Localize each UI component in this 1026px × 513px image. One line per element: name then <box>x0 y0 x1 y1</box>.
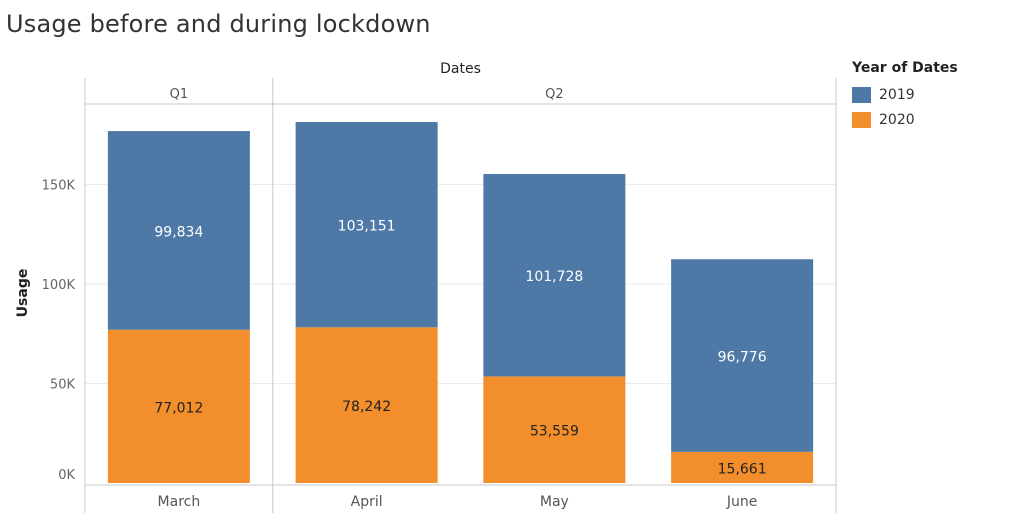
chart-frame <box>84 78 837 513</box>
bar-2019-June <box>671 259 814 452</box>
bars <box>107 122 814 483</box>
y-tick-label-0K: 0K <box>58 468 75 483</box>
bar-2020-May <box>483 376 626 483</box>
legend-label-2020: 2020 <box>879 111 915 128</box>
label-2019-June: 96,776 <box>718 350 767 366</box>
bar-2020-March <box>107 329 250 483</box>
axes: Dates Q1 Q2 March April May June 0K 50K 100K 150K U… <box>15 61 757 510</box>
bar-2019-April <box>295 122 438 328</box>
quarter-label-Q2: Q2 <box>545 87 564 102</box>
quarter-label-Q1: Q1 <box>170 87 189 102</box>
bar-2019-March <box>107 131 250 330</box>
x-tick-label-May: May <box>540 494 569 510</box>
y-tick-label-50K: 50K <box>50 378 76 393</box>
value-labels: 77,012 99,834 78,242 103,151 53,559 101,728 15… <box>154 219 766 478</box>
x-tick-label-April: April <box>351 494 383 510</box>
label-2019-March: 99,834 <box>154 224 203 240</box>
y-tick-label-150K: 150K <box>42 179 76 194</box>
legend-label-2019: 2019 <box>879 86 915 103</box>
label-2020-April: 78,242 <box>342 399 391 415</box>
bar-2020-June <box>671 451 814 483</box>
legend: Year of Dates 2019 2020 <box>852 60 958 132</box>
bar-2019-May <box>483 173 626 377</box>
y-axis-title: Usage <box>15 269 31 318</box>
legend-item-2020[interactable]: 2020 <box>852 107 958 132</box>
label-2020-May: 53,559 <box>530 424 579 440</box>
legend-swatch-2019 <box>852 86 871 103</box>
label-2019-April: 103,151 <box>338 219 396 235</box>
top-header-label: Dates <box>440 61 481 77</box>
legend-title: Year of Dates <box>852 60 958 76</box>
legend-item-2019[interactable]: 2019 <box>852 82 958 107</box>
x-tick-label-June: June <box>726 494 758 510</box>
chart-title: Usage before and during lockdown <box>6 10 431 38</box>
x-tick-label-March: March <box>158 494 201 510</box>
y-tick-label-100K: 100K <box>42 278 76 293</box>
label-2020-June: 15,661 <box>718 461 767 477</box>
legend-swatch-2020 <box>852 111 871 128</box>
label-2020-March: 77,012 <box>154 400 203 416</box>
bar-2020-April <box>295 327 438 483</box>
label-2019-May: 101,728 <box>525 269 583 285</box>
